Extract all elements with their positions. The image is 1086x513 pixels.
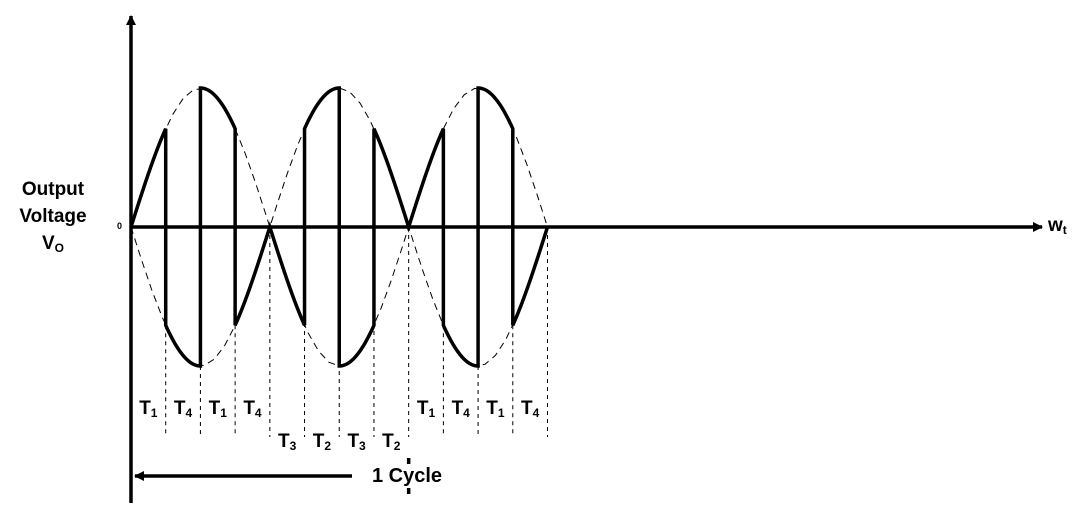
y-axis-label: Output Voltage VO [6, 176, 100, 262]
y-axis-label-line-1: Output [21, 179, 85, 200]
axes [126, 15, 1043, 503]
cycle-label: 1 Cycle [352, 464, 462, 488]
segment-label-top: T1 [416, 398, 436, 421]
segment-label-bottom: T3 [347, 431, 366, 454]
y-axis-label-line-2: Voltage [19, 206, 87, 227]
segment-label-top: T4 [243, 398, 262, 421]
segment-label-top: T4 [520, 398, 540, 421]
segment-label-top: T1 [486, 398, 505, 421]
x-axis-label: wt [1048, 215, 1067, 237]
segment-label-bottom: T3 [278, 431, 297, 454]
segment-label-bottom: T2 [312, 431, 332, 454]
segment-label-top: T4 [173, 398, 193, 421]
y-axis-label-line-3: VO [41, 233, 65, 255]
segment-label-top: T1 [208, 398, 227, 421]
segment-label-top: T1 [139, 398, 158, 421]
origin-label: 0 [117, 221, 123, 231]
segment-label-bottom: T2 [382, 431, 401, 454]
segment-label-top: T4 [451, 398, 470, 421]
